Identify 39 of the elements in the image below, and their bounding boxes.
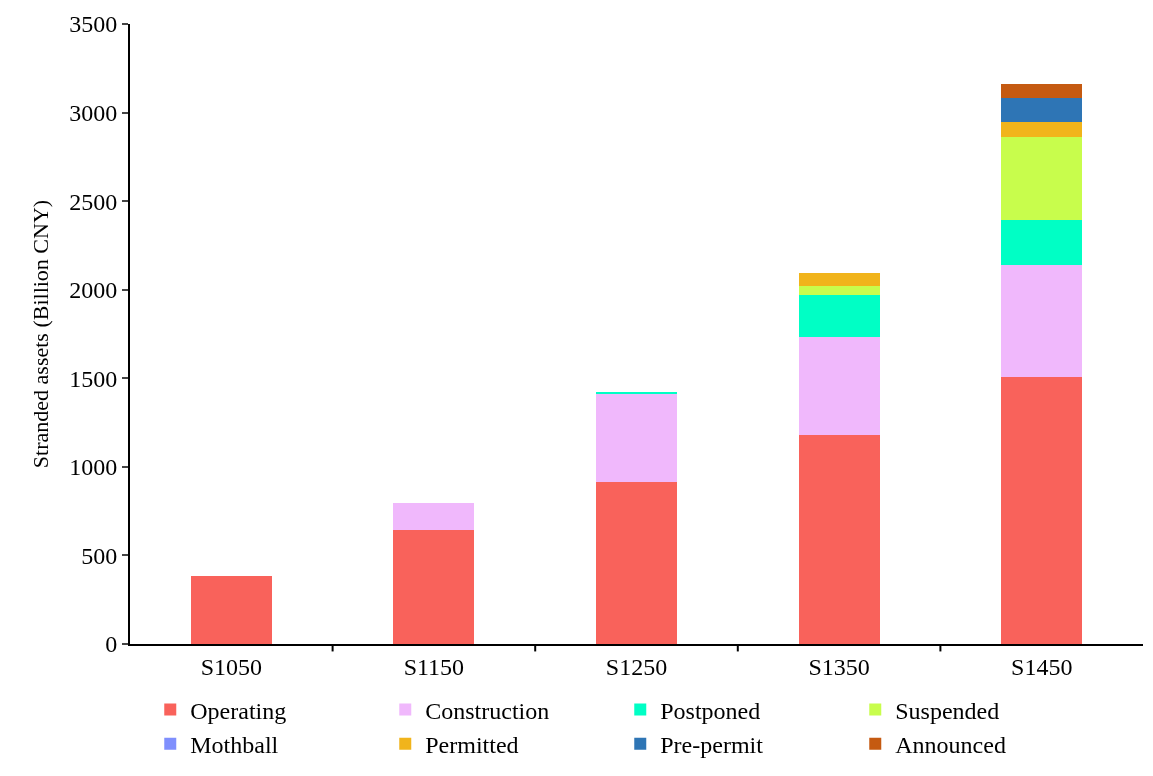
bar xyxy=(798,434,880,644)
bar xyxy=(1001,264,1083,377)
y-tick-label: 500 xyxy=(81,542,118,569)
y-tick-label: 0 xyxy=(105,631,118,658)
x-tick-label: S1050 xyxy=(200,653,262,680)
x-tick-label: S1350 xyxy=(808,653,870,680)
y-tick-label: 3500 xyxy=(69,11,118,38)
bar xyxy=(798,285,880,296)
x-tick-label: S1450 xyxy=(1011,653,1073,680)
bar xyxy=(393,502,475,531)
legend-label: Construction xyxy=(425,697,550,724)
bar xyxy=(1001,122,1083,138)
x-tick-label: S1250 xyxy=(605,653,668,680)
bar xyxy=(595,482,678,644)
y-tick-label: 1000 xyxy=(69,454,118,481)
legend-label: Announced xyxy=(895,732,1006,759)
legend-label: Postponed xyxy=(660,697,761,724)
y-tick-label: 1500 xyxy=(69,365,118,392)
bar xyxy=(1001,97,1083,123)
bar xyxy=(595,393,678,483)
legend-label: Suspended xyxy=(895,697,1000,724)
bar xyxy=(1001,219,1083,265)
bar xyxy=(798,336,880,435)
bar xyxy=(190,575,272,644)
bar xyxy=(393,530,475,644)
x-tick-label: S1150 xyxy=(403,653,465,680)
y-tick-label: 2000 xyxy=(69,277,118,304)
bar xyxy=(798,295,880,337)
legend-label: Permitted xyxy=(425,732,519,759)
y-axis-title: Stranded assets (Billion CNY) xyxy=(27,199,53,469)
legend-label: Operating xyxy=(190,697,287,724)
y-tick-label: 2500 xyxy=(69,188,118,215)
bar xyxy=(798,272,880,286)
legend-label: Pre-permit xyxy=(660,732,764,759)
y-tick-label: 3000 xyxy=(69,99,118,126)
bar xyxy=(1001,137,1083,220)
bar xyxy=(1001,376,1083,644)
bar xyxy=(1001,83,1083,98)
legend-label: Mothball xyxy=(190,732,279,759)
